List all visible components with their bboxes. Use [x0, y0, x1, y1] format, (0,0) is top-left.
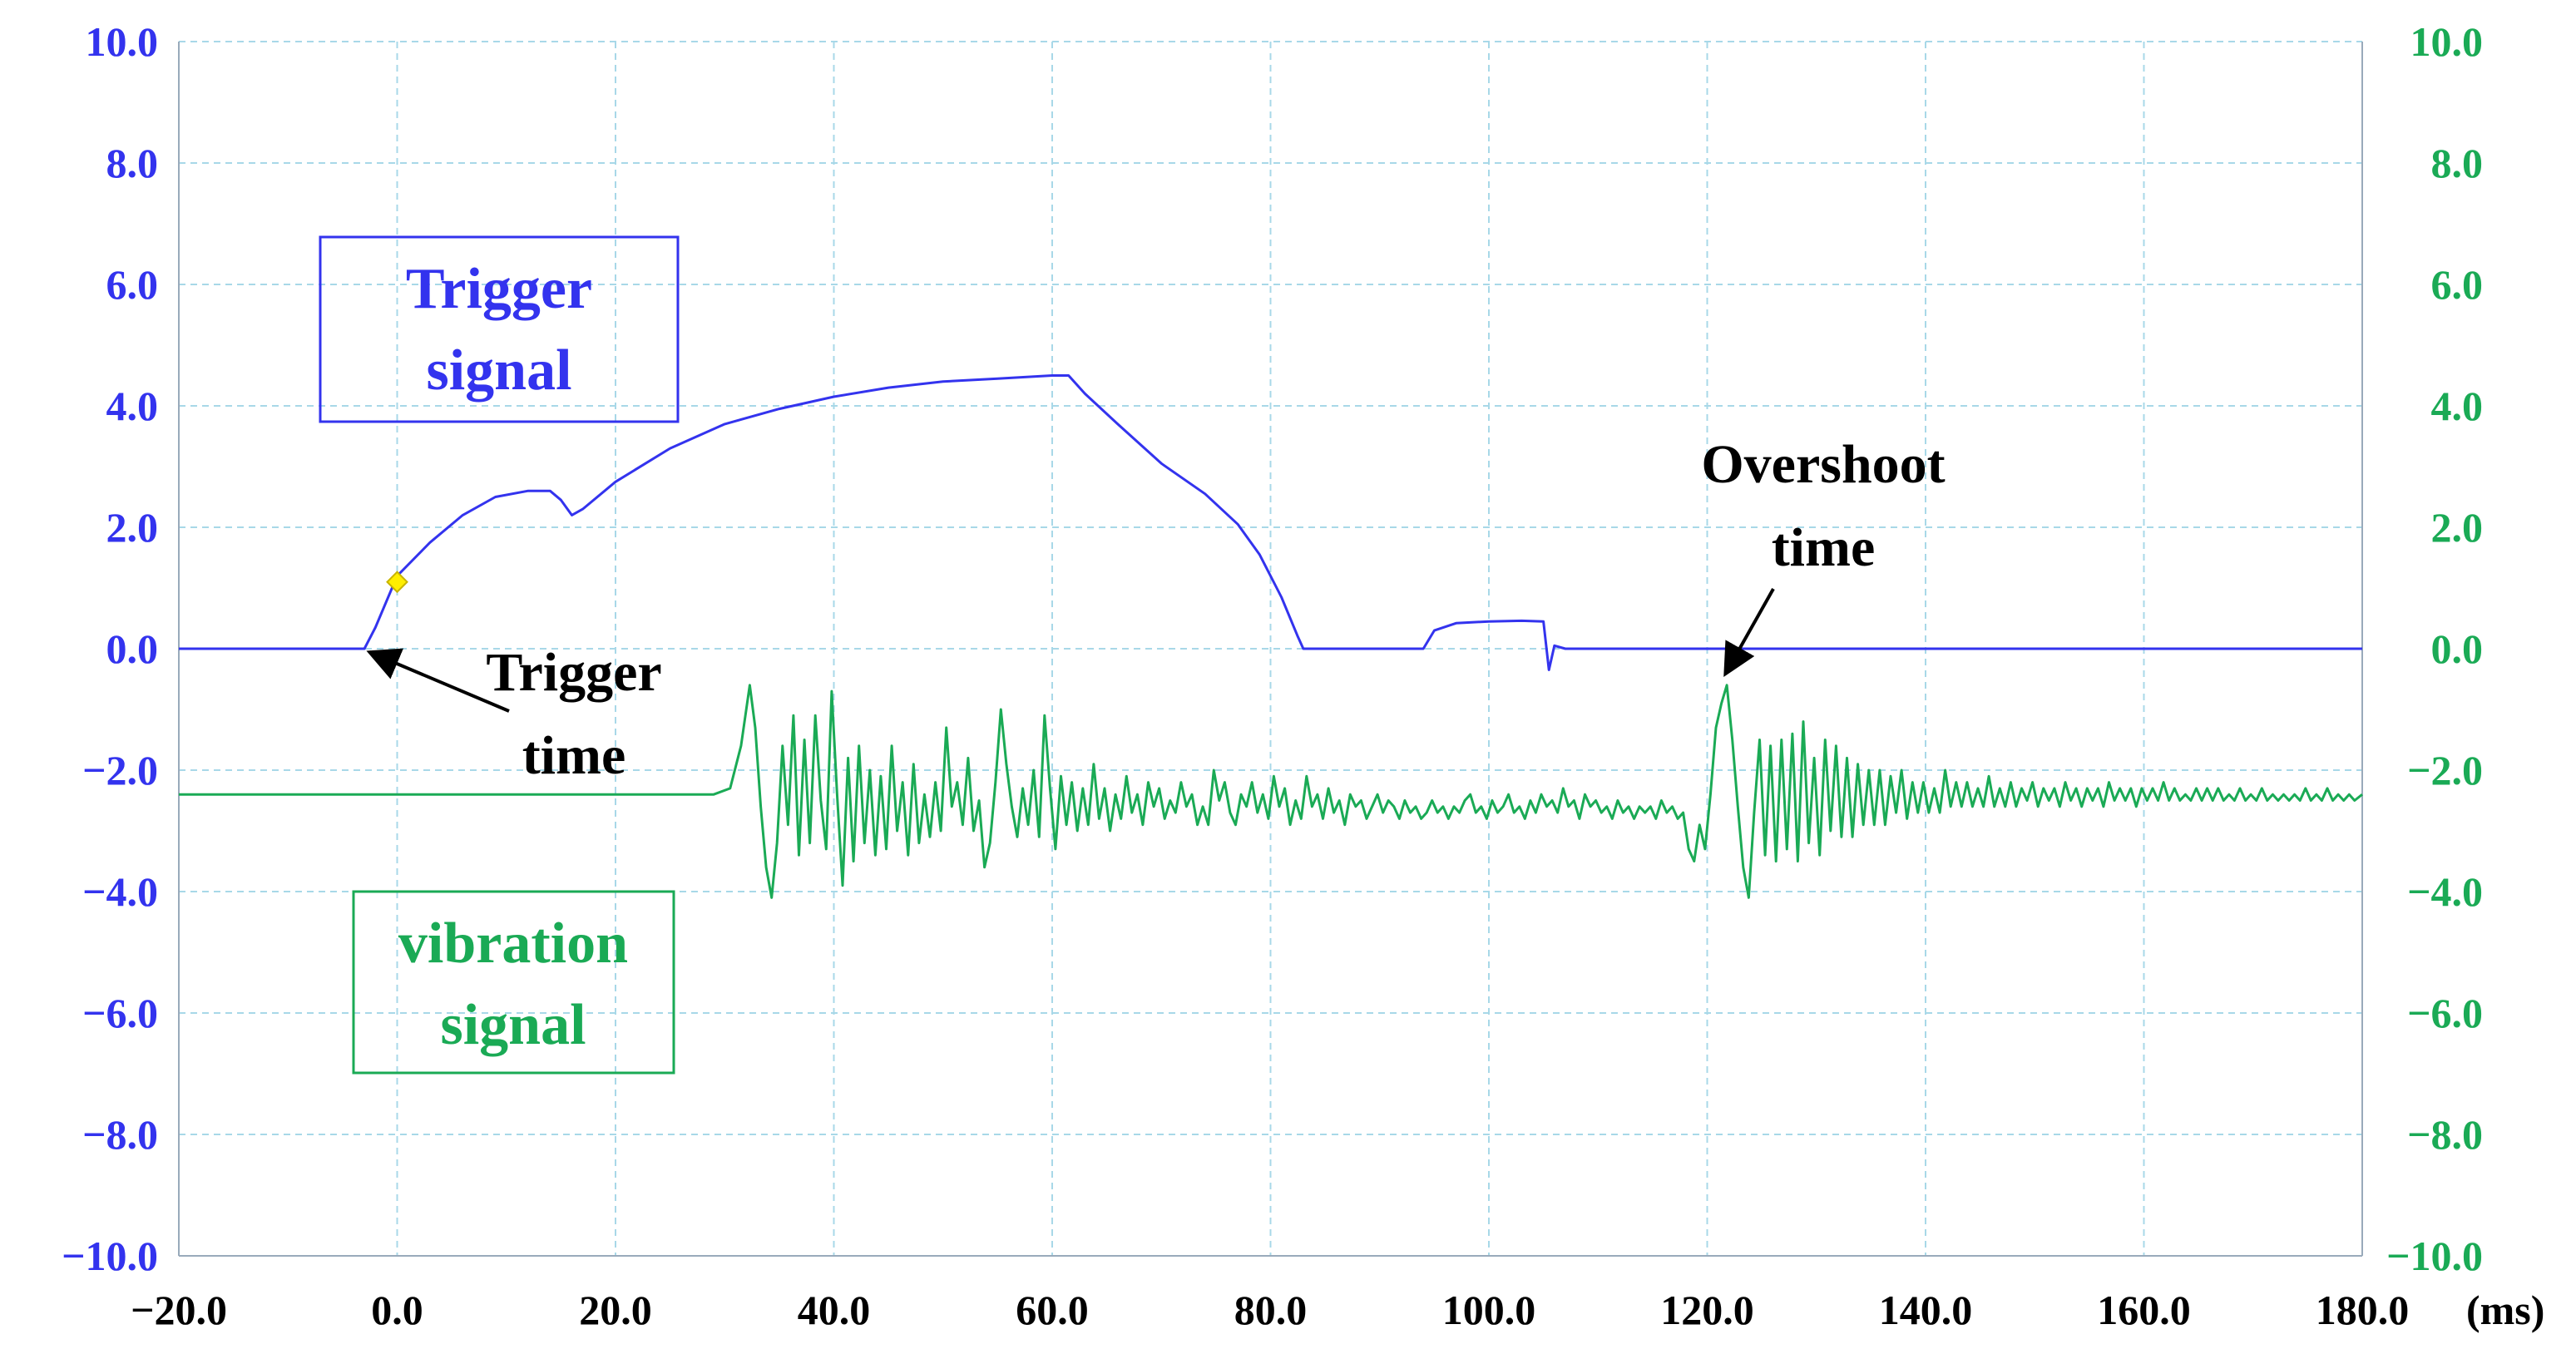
annotation-label-line: time: [522, 725, 626, 786]
left-tick-label: −8.0: [82, 1111, 158, 1158]
trigger-signal-legend-box: [319, 235, 680, 423]
legend-label-line: vibration: [398, 912, 628, 976]
right-tick-label: −4.0: [2407, 868, 2483, 915]
right-tick-label: −2.0: [2407, 747, 2483, 793]
x-tick-label: 100.0: [1442, 1287, 1536, 1333]
right-tick-label: 8.0: [2431, 140, 2484, 186]
x-tick-label: 40.0: [798, 1287, 871, 1333]
left-axis-ticks: 10.0 8.0 6.0 4.0 2.0 0.0 −2.0 −4.0 −6.0 −8.0 −10.0: [62, 18, 158, 1279]
left-tick-label: −2.0: [82, 747, 158, 793]
x-tick-label: 180.0: [2316, 1287, 2410, 1333]
x-tick-label: 20.0: [579, 1287, 652, 1333]
x-tick-label: 120.0: [1660, 1287, 1754, 1333]
left-tick-label: 6.0: [106, 261, 159, 308]
left-tick-label: 0.0: [106, 625, 159, 672]
right-tick-label: 0.0: [2431, 625, 2484, 672]
right-tick-label: 2.0: [2431, 504, 2484, 551]
right-axis-ticks: 10.0 8.0 6.0 4.0 2.0 0.0 −2.0 −4.0 −6.0 −8.0 −10.0: [2386, 18, 2483, 1279]
vibration-signal-legend-box: [352, 890, 675, 1075]
right-tick-label: 10.0: [2410, 18, 2484, 65]
right-tick-label: −8.0: [2407, 1111, 2483, 1158]
annotations: Trigger time Overshoot time: [366, 434, 1946, 786]
x-tick-label: 60.0: [1016, 1287, 1089, 1333]
annotation-label-line: Overshoot: [1701, 434, 1945, 495]
left-tick-label: 4.0: [106, 383, 159, 429]
trigger-signal-line: [179, 374, 2362, 671]
x-axis-ticks: −20.0 0.0 20.0 40.0 60.0 80.0 100.0 120.0 140.0 1…: [131, 1287, 2544, 1333]
x-tick-label: 0.0: [371, 1287, 423, 1333]
trigger-time-arrow: [366, 648, 510, 713]
legend-label-line: Trigger: [406, 257, 592, 321]
series-group: [179, 374, 2363, 899]
annotation-label-line: time: [1772, 517, 1876, 578]
right-tick-label: 4.0: [2431, 383, 2484, 429]
left-tick-label: 10.0: [86, 18, 159, 65]
right-tick-label: 6.0: [2431, 261, 2484, 308]
vibration-signal-line: [179, 684, 2363, 899]
x-tick-label: 160.0: [2097, 1287, 2191, 1333]
right-tick-label: −6.0: [2407, 990, 2483, 1036]
legend-label-line: signal: [440, 993, 586, 1057]
left-tick-label: −6.0: [82, 990, 158, 1036]
legend-label-line: signal: [426, 338, 571, 403]
left-tick-label: −4.0: [82, 868, 158, 915]
left-tick-label: 8.0: [106, 140, 159, 186]
x-tick-label: −20.0: [131, 1287, 227, 1333]
left-tick-label: −10.0: [62, 1233, 158, 1279]
x-tick-label: 80.0: [1234, 1287, 1308, 1333]
overshoot-time-arrow: [1723, 588, 1775, 677]
right-tick-label: −10.0: [2386, 1233, 2483, 1279]
left-tick-label: 2.0: [106, 504, 159, 551]
x-unit-label: (ms): [2466, 1287, 2544, 1333]
trigger-point-marker: [386, 571, 408, 594]
legend-boxes: Trigger signal vibration signal: [319, 235, 680, 1075]
annotation-label-line: Trigger: [486, 642, 661, 703]
x-tick-label: 140.0: [1879, 1287, 1973, 1333]
